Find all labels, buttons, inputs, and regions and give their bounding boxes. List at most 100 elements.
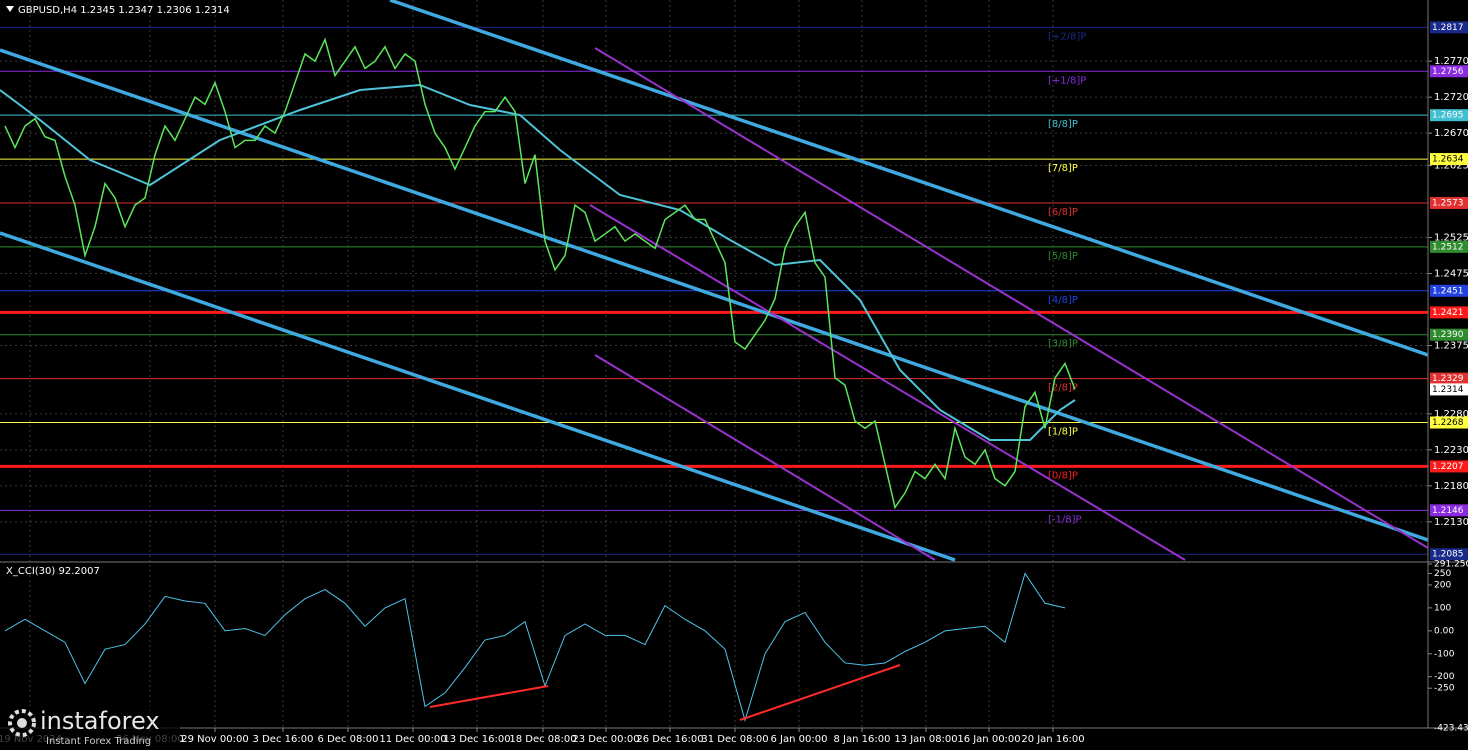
divergence-line <box>429 685 549 708</box>
y-tick-label: 1.2130 <box>1434 517 1468 528</box>
logo-icon <box>17 718 27 728</box>
level-label-bg <box>1430 328 1468 341</box>
murrey-label: [+2/8]P <box>1048 31 1086 42</box>
cci-tick-label: -250 <box>1434 684 1455 694</box>
cci-tick-label: 100 <box>1434 603 1451 613</box>
level-label-bg <box>1430 21 1468 34</box>
y-tick-label: 1.2670 <box>1434 128 1468 139</box>
y-tick-label: 1.2375 <box>1434 341 1468 352</box>
y-tick-label: 1.2280 <box>1434 409 1468 420</box>
menu-arrow <box>6 6 14 12</box>
level-label-bg <box>1430 504 1468 517</box>
price-line <box>4 37 1076 510</box>
murrey-label: [8/8]P <box>1048 119 1078 130</box>
divergence-line <box>739 664 901 721</box>
murrey-label: [-1/8]P <box>1048 514 1082 525</box>
y-tick-label: 1.2770 <box>1434 56 1468 67</box>
level-label: 1.2451 <box>1432 286 1464 296</box>
cci-tick-label: -100 <box>1434 649 1455 659</box>
channel-line <box>0 231 956 562</box>
y-tick-label: 1.2230 <box>1434 445 1468 456</box>
x-tick-label: 8 Jan 16:00 <box>834 734 891 745</box>
level-label: 1.2573 <box>1432 198 1464 208</box>
x-tick-label: 31 Dec 08:00 <box>701 734 768 745</box>
murrey-label: [1/8]P <box>1048 427 1078 438</box>
channel-line <box>389 0 1429 357</box>
channel-line <box>594 354 936 561</box>
trend-lines <box>0 0 1429 562</box>
x-tick-label: 18 Dec 08:00 <box>509 734 576 745</box>
channel-line <box>594 47 1429 549</box>
murrey-label: [3/8]P <box>1048 339 1078 350</box>
murrey-label: [4/8]P <box>1048 295 1078 306</box>
cci-tick-label: 291.2508 <box>1434 560 1468 570</box>
level-label-bg <box>1430 372 1468 385</box>
murrey-label: [+1/8]P <box>1048 75 1086 86</box>
murrey-label: [2/8]P <box>1048 383 1078 394</box>
level-label: 1.2268 <box>1432 418 1464 428</box>
x-tick-label: 29 Nov 00:00 <box>181 734 248 745</box>
current-price: 1.2314 <box>1432 385 1464 395</box>
level-label-bg <box>1430 416 1468 429</box>
level-label: 1.2146 <box>1432 506 1464 516</box>
murrey-label: [5/8]P <box>1048 251 1078 262</box>
logo: instaforex Instant Forex Trading <box>0 706 180 750</box>
level-label: 1.2695 <box>1432 111 1464 121</box>
x-tick-label: 13 Dec 16:00 <box>443 734 510 745</box>
level-label-bg <box>1430 460 1468 473</box>
level-label: 1.2085 <box>1432 550 1464 560</box>
level-label-bg <box>1430 196 1468 209</box>
level-label-bg <box>1430 306 1468 319</box>
logo-name: instaforex <box>40 707 160 735</box>
murrey-label: [7/8]P <box>1048 163 1078 174</box>
price-series <box>4 37 1076 510</box>
level-label-bg <box>1430 240 1468 253</box>
level-label: 1.2634 <box>1432 155 1464 165</box>
murrey-label: [6/8]P <box>1048 207 1078 218</box>
level-label-bg <box>1430 548 1468 561</box>
level-label: 1.2207 <box>1432 462 1464 472</box>
level-label: 1.2329 <box>1432 374 1464 384</box>
x-tick-label: 3 Dec 16:00 <box>253 734 314 745</box>
cci-tick-label: -423.4391 <box>1434 724 1468 734</box>
level-label-bg <box>1430 153 1468 166</box>
level-label: 1.2390 <box>1432 330 1464 340</box>
x-tick-label: 16 Jan 00:00 <box>957 734 1020 745</box>
cci-tick-label: 200 <box>1434 580 1451 590</box>
chart-title: GBPUSD,H4 1.2345 1.2347 1.2306 1.2314 <box>18 5 230 16</box>
level-label-bg <box>1430 109 1468 122</box>
cci-line <box>4 572 1066 723</box>
logo-tagline: Instant Forex Trading <box>46 736 151 747</box>
channel-line <box>0 48 1429 542</box>
levels: [+2/8]P [+1/8]P [8/8]P [7/8]P [6/8]P [5/8]P [4… <box>0 26 1428 555</box>
murrey-label: [0/8]P <box>1048 470 1078 481</box>
axes: 1.2770 1.2720 1.2670 1.2625 1.2525 1.2475 1.23… <box>0 21 1468 745</box>
current-price-bg <box>1430 383 1468 396</box>
y-tick-label: 1.2475 <box>1434 269 1468 280</box>
cci-tick-label: 0.00 <box>1434 626 1454 636</box>
channel-line <box>589 204 1186 561</box>
cci-panel <box>4 572 1066 723</box>
x-tick-label: 20 Jan 16:00 <box>1021 734 1084 745</box>
cci-tick-label: 250 <box>1434 569 1451 579</box>
y-tick-label: 1.2625 <box>1434 161 1468 172</box>
x-tick-label: 23 Dec 00:00 <box>572 734 639 745</box>
x-tick-label: 26 Dec 16:00 <box>636 734 703 745</box>
level-label: 1.2421 <box>1432 308 1464 318</box>
cci-title: X_CCI(30) 92.2007 <box>6 566 100 577</box>
moving-average <box>0 83 1076 441</box>
level-label: 1.2756 <box>1432 67 1464 77</box>
y-tick-label: 1.2525 <box>1434 233 1468 244</box>
grid <box>0 0 1428 728</box>
y-tick-label: 1.2720 <box>1434 92 1468 103</box>
cci-tick-label: -200 <box>1434 672 1455 682</box>
x-tick-label: 6 Jan 00:00 <box>771 734 828 745</box>
logo-icon <box>8 709 36 737</box>
level-label-bg <box>1430 284 1468 297</box>
x-tick-label: 6 Dec 08:00 <box>318 734 379 745</box>
x-tick-label: 13 Jan 08:00 <box>894 734 957 745</box>
y-tick-label: 1.2180 <box>1434 481 1468 492</box>
